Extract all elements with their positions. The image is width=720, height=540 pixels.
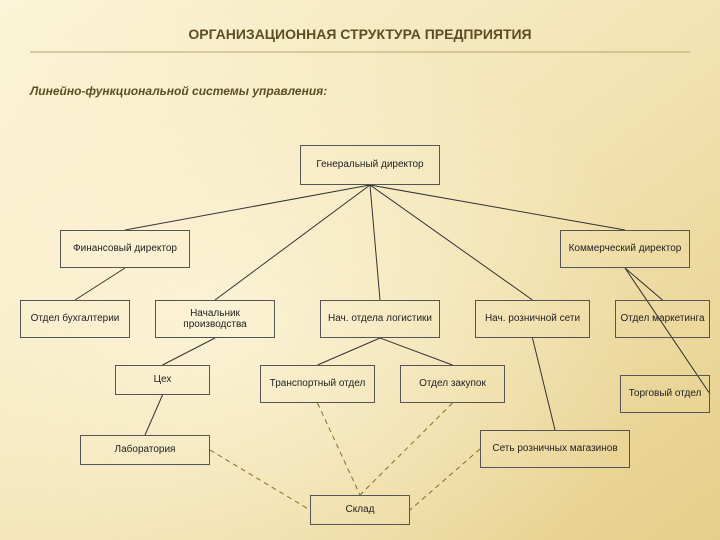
- node-trans: Транспортный отдел: [260, 365, 375, 403]
- node-sklad: Склад: [310, 495, 410, 525]
- node-prod: Начальник производства: [155, 300, 275, 338]
- page-title: ОРГАНИЗАЦИОННАЯ СТРУКТУРА ПРЕДПРИЯТИЯ: [0, 26, 720, 42]
- node-gen: Генеральный директор: [300, 145, 440, 185]
- org-chart-canvas: ОРГАНИЗАЦИОННАЯ СТРУКТУРА ПРЕДПРИЯТИЯ Ли…: [0, 0, 720, 540]
- node-roz: Нач. розничной сети: [475, 300, 590, 338]
- nodes-layer: ОРГАНИЗАЦИОННАЯ СТРУКТУРА ПРЕДПРИЯТИЯ Ли…: [0, 0, 720, 540]
- node-log: Нач. отдела логистики: [320, 300, 440, 338]
- node-ceh: Цех: [115, 365, 210, 395]
- node-fin: Финансовый директор: [60, 230, 190, 268]
- node-zakup: Отдел закупок: [400, 365, 505, 403]
- node-set: Сеть розничных магазинов: [480, 430, 630, 468]
- node-torg: Торговый отдел: [620, 375, 710, 413]
- node-buh: Отдел бухгалтерии: [20, 300, 130, 338]
- node-lab: Лаборатория: [80, 435, 210, 465]
- node-mark: Отдел маркетинга: [615, 300, 710, 338]
- node-kom: Коммерческий директор: [560, 230, 690, 268]
- subtitle: Линейно-функциональной системы управлени…: [30, 84, 327, 98]
